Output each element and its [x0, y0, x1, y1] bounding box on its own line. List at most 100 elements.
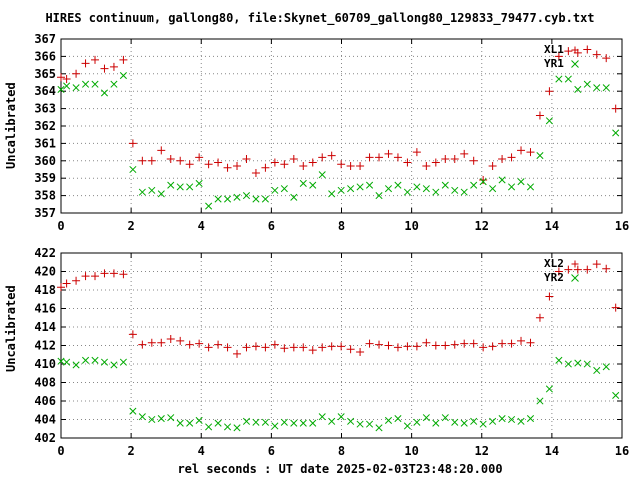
data-point-yr1: [441, 181, 449, 189]
data-point-xl2: [488, 342, 497, 351]
x-tick-label-bottom: 8: [338, 444, 345, 458]
data-point-yr2: [290, 419, 298, 427]
data-point-yr2: [555, 356, 563, 364]
data-point-xl1: [583, 45, 592, 54]
data-point-yr2: [347, 417, 355, 425]
data-point-xl1: [223, 163, 232, 172]
y-tick-label-top: 361: [34, 136, 56, 150]
data-point-xl2: [583, 265, 592, 274]
data-point-yr1: [81, 80, 90, 88]
x-tick-label-bottom: 16: [615, 444, 629, 458]
y-tick-label-bottom: 414: [34, 320, 56, 334]
data-point-xl2: [91, 272, 100, 281]
data-point-yr2: [57, 357, 65, 365]
data-point-xl2: [469, 339, 478, 348]
data-point-yr2: [337, 413, 345, 421]
data-point-yr2: [195, 416, 203, 424]
data-point-yr2: [81, 356, 90, 364]
data-point-xl2: [356, 347, 365, 356]
data-point-yr2: [583, 360, 591, 368]
data-point-yr1: [545, 117, 553, 125]
data-point-xl1: [91, 55, 100, 64]
data-point-yr1: [375, 192, 383, 200]
y-tick-label-bottom: 412: [34, 339, 56, 353]
x-tick-label-top: 4: [198, 219, 205, 233]
data-point-yr2: [422, 414, 430, 422]
data-point-yr1: [318, 171, 326, 179]
data-point-yr2: [432, 419, 440, 427]
data-point-xl2: [450, 340, 459, 349]
data-point-yr2: [129, 407, 137, 415]
data-point-xl1: [375, 153, 384, 162]
data-point-yr1: [214, 195, 222, 203]
data-point-xl2: [422, 338, 431, 347]
data-point-xl1: [393, 153, 402, 162]
data-point-yr1: [394, 181, 402, 189]
data-point-xl2: [346, 345, 355, 354]
data-point-yr2: [299, 419, 307, 427]
x-tick-label-bottom: 4: [198, 444, 205, 458]
y-axis-label-bottom: Uncalibrated: [4, 285, 18, 372]
data-point-xl2: [299, 343, 308, 352]
data-point-xl2: [72, 276, 81, 285]
y-tick-label-bottom: 406: [34, 394, 56, 408]
data-point-xl1: [564, 47, 573, 56]
data-point-xl1: [337, 160, 346, 169]
data-point-xl1: [554, 52, 563, 61]
data-point-xl1: [356, 162, 365, 171]
data-point-yr1: [564, 75, 572, 83]
data-point-yr1: [479, 178, 487, 186]
data-point-xl2: [185, 340, 194, 349]
y-axis-label-top: Uncalibrated: [4, 82, 18, 169]
data-point-yr1: [365, 181, 374, 189]
data-point-yr1: [299, 179, 307, 187]
data-point-yr1: [91, 80, 99, 88]
data-point-yr1: [119, 71, 127, 80]
data-point-yr2: [394, 415, 402, 423]
data-point-xl2: [214, 340, 223, 349]
data-point-yr1: [432, 188, 440, 196]
data-point-yr1: [271, 186, 279, 194]
data-point-yr2: [157, 415, 165, 423]
data-point-yr1: [280, 185, 288, 193]
data-point-yr1: [205, 202, 213, 210]
data-point-xl2: [261, 343, 270, 352]
data-point-xl1: [431, 158, 440, 167]
data-point-yr2: [63, 358, 71, 366]
x-tick-label-top: 10: [404, 219, 418, 233]
x-tick-label-bottom: 6: [268, 444, 275, 458]
data-point-xl1: [299, 162, 308, 171]
data-point-yr2: [100, 358, 109, 366]
data-point-yr2: [413, 418, 421, 426]
data-point-yr1: [223, 195, 232, 203]
data-point-xl1: [602, 54, 611, 63]
data-point-yr2: [526, 415, 535, 423]
y-tick-label-top: 358: [34, 189, 56, 203]
legend-entry-xl1: XL1: [544, 43, 564, 56]
data-point-xl1: [157, 146, 166, 155]
x-tick-label-top: 14: [545, 219, 559, 233]
data-point-xl2: [365, 339, 374, 348]
data-point-yr2: [252, 418, 260, 426]
legend-entry-yr1: YR1: [544, 57, 564, 70]
data-point-xl2: [535, 313, 544, 322]
x-tick-label-bottom: 0: [57, 444, 64, 458]
data-point-xl1: [100, 64, 109, 73]
data-point-xl1: [450, 155, 459, 164]
x-axis-label: rel seconds : UT date 2025-02-03T23:48:2…: [177, 462, 503, 476]
data-point-yr2: [517, 417, 525, 425]
plot-frame-top: [60, 38, 623, 214]
data-point-xl2: [517, 336, 526, 345]
legend-marker-yr2: [571, 274, 579, 282]
data-point-yr1: [536, 152, 544, 160]
data-point-yr2: [536, 397, 544, 405]
x-tick-label-top: 2: [128, 219, 135, 233]
data-point-yr1: [470, 181, 478, 189]
legend-top: XL1 YR1: [544, 43, 564, 71]
data-point-xl2: [337, 342, 346, 351]
data-point-yr2: [148, 415, 156, 424]
y-tick-label-top: 363: [34, 102, 56, 116]
data-point-xl1: [422, 162, 431, 171]
data-point-xl2: [147, 338, 156, 347]
data-point-yr1: [403, 188, 411, 196]
